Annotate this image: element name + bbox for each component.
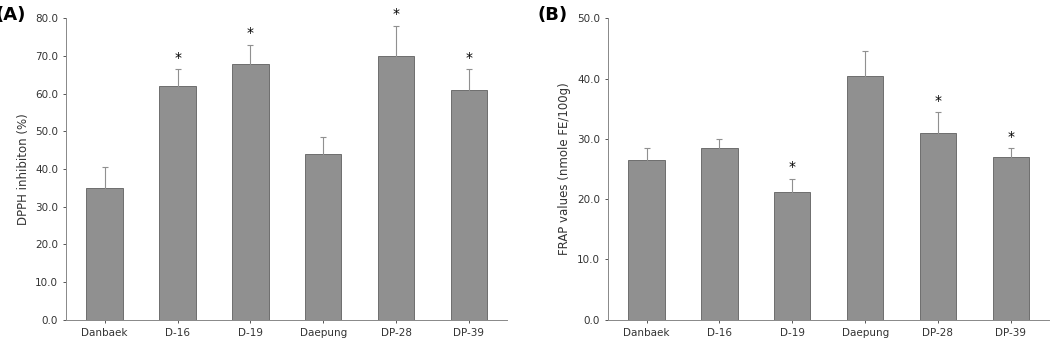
Text: *: * <box>466 51 472 65</box>
Bar <box>847 76 883 320</box>
Bar <box>993 157 1029 320</box>
Text: *: * <box>247 26 253 40</box>
Y-axis label: FRAP values (nmole FE/100g): FRAP values (nmole FE/100g) <box>559 83 571 255</box>
Text: *: * <box>174 51 181 65</box>
Text: *: * <box>935 93 942 108</box>
Bar <box>774 192 811 320</box>
Bar <box>159 86 195 320</box>
Text: *: * <box>393 7 399 21</box>
Bar <box>378 56 414 320</box>
Y-axis label: DPPH inhibiton (%): DPPH inhibiton (%) <box>17 113 30 225</box>
Bar <box>701 148 738 320</box>
Bar <box>87 188 122 320</box>
Text: (B): (B) <box>538 6 568 24</box>
Text: *: * <box>789 160 796 175</box>
Text: (A): (A) <box>0 6 26 24</box>
Bar <box>305 154 341 320</box>
Bar <box>451 90 487 320</box>
Bar <box>920 133 956 320</box>
Text: *: * <box>1007 130 1015 144</box>
Bar <box>232 63 268 320</box>
Bar <box>628 160 665 320</box>
